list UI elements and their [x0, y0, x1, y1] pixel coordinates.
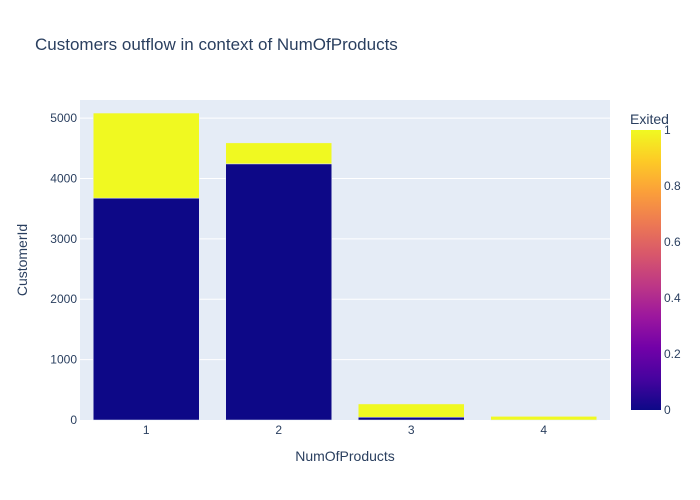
colorbar-tick-label: 0.6: [664, 235, 681, 249]
y-tick-label: 4000: [50, 171, 77, 185]
x-tick-label: 4: [540, 423, 547, 437]
y-tick-label: 0: [70, 413, 77, 427]
colorbar-tick-label: 0.4: [664, 291, 681, 305]
chart-title: Customers outflow in context of NumOfPro…: [35, 35, 398, 54]
bar-segment-exited-0: [225, 163, 332, 421]
y-tick-label: 2000: [50, 292, 77, 306]
bars: [93, 112, 597, 421]
bar-segment-exited-1: [358, 403, 465, 418]
x-tick-label: 2: [275, 423, 282, 437]
y-tick-labels: 0 1000 2000 3000 4000 5000: [50, 111, 77, 427]
x-tick-label: 1: [143, 423, 150, 437]
colorbar-tick-labels: 0 0.2 0.4 0.6 0.8 1: [664, 123, 681, 417]
x-tick-labels: 1 2 3 4: [143, 423, 548, 437]
colorbar-tick-label: 0.8: [664, 179, 681, 193]
x-axis-label: NumOfProducts: [295, 448, 395, 464]
colorbar: [631, 130, 661, 410]
y-tick-label: 5000: [50, 111, 77, 125]
bar-segment-exited-1: [490, 416, 597, 421]
x-tick-label: 3: [408, 423, 415, 437]
y-axis-label: CustomerId: [14, 224, 30, 296]
bar-segment-exited-0: [358, 416, 465, 421]
colorbar-tick-label: 0: [664, 403, 671, 417]
colorbar-tick-label: 0.2: [664, 347, 681, 361]
bar-segment-exited-0: [93, 197, 200, 421]
bar-segment-exited-1: [225, 142, 332, 165]
y-tick-label: 3000: [50, 232, 77, 246]
colorbar-title: Exited: [630, 111, 669, 127]
bar-segment-exited-1: [93, 112, 200, 199]
y-tick-label: 1000: [50, 353, 77, 367]
colorbar-tick-label: 1: [664, 123, 671, 137]
